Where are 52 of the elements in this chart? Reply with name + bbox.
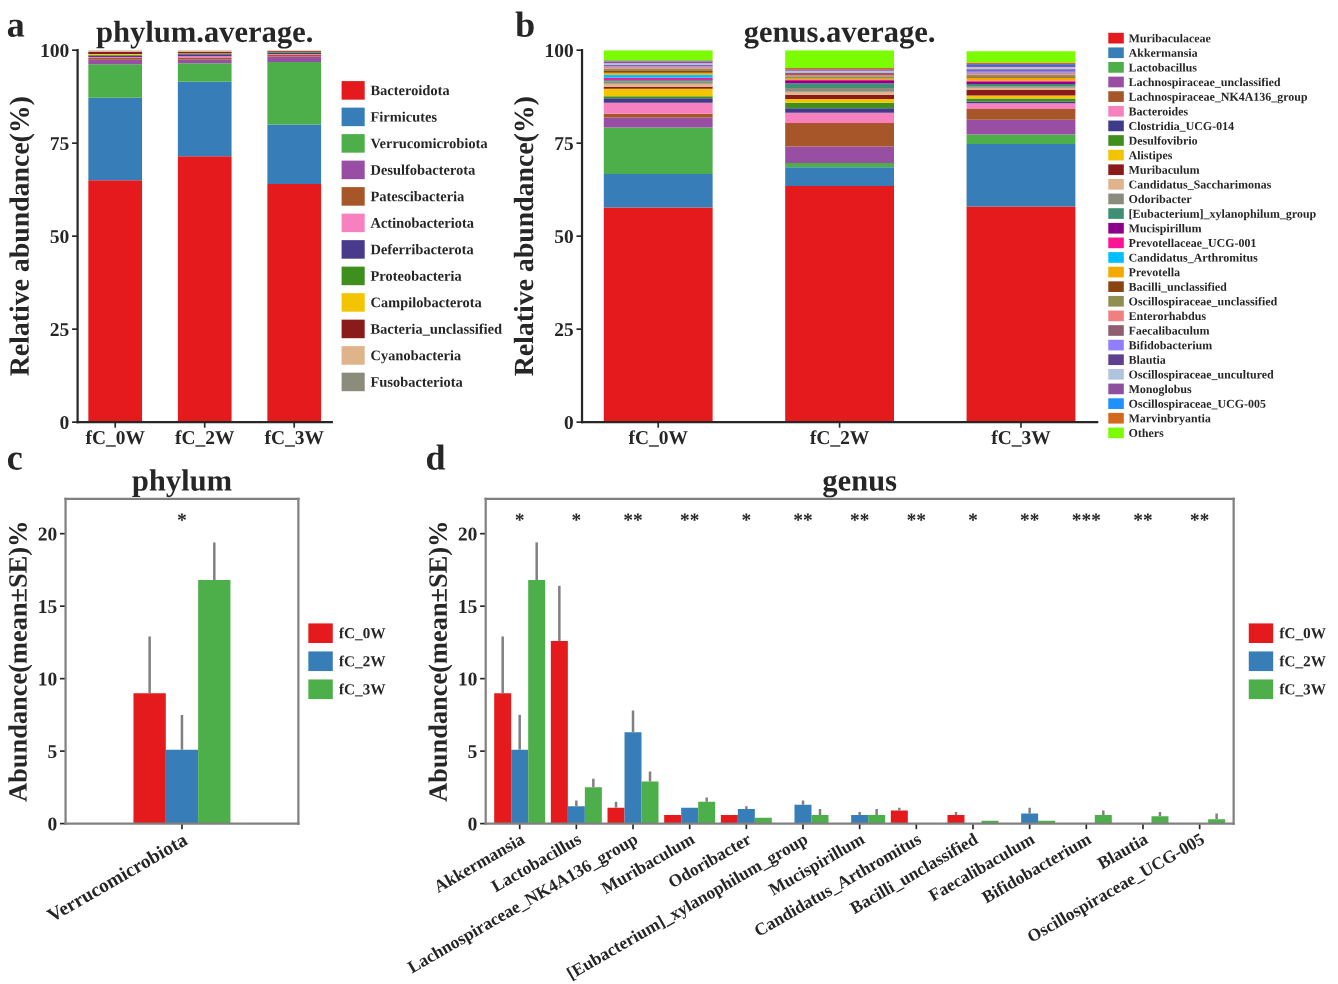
text: d <box>426 444 446 470</box>
y-tick-label: 15 <box>459 600 477 614</box>
y-tick-label: 0 <box>468 817 477 831</box>
y-tick-label: 10 <box>459 672 477 686</box>
y-tick-label: 0 <box>48 817 57 831</box>
chart-title: genus <box>823 474 897 498</box>
y-tick-label: 5 <box>468 745 477 759</box>
y-tick-label: 75 <box>555 137 573 151</box>
x-tick-label: fC_0W <box>628 430 688 447</box>
annotation: ** <box>907 513 926 521</box>
x-tick-label: fC_2W <box>175 430 235 447</box>
chart-title: phylum <box>132 469 232 498</box>
annotation: ** <box>1134 513 1152 521</box>
y-tick-label: 5 <box>48 745 57 759</box>
y-tick-label: 0 <box>564 415 573 430</box>
annotation: ** <box>680 513 699 521</box>
y-tick-label: 20 <box>458 527 477 541</box>
y-tick-label: 100 <box>546 44 573 58</box>
annotation: * <box>515 513 524 521</box>
y-tick-label: 15 <box>39 600 57 614</box>
chart-title: phylum.average. <box>96 20 313 49</box>
y-tick-label: 25 <box>50 323 69 337</box>
x-tick-label: fC_3W <box>264 430 324 447</box>
y-tick-label: 50 <box>555 229 573 244</box>
x-tick-label: fC_3W <box>991 430 1051 447</box>
y-tick-label: 10 <box>39 672 57 686</box>
y-tick-label: 25 <box>555 323 573 337</box>
annotation: * <box>742 513 751 521</box>
y-tick-label: 100 <box>41 44 69 58</box>
x-tick-label: fC_2W <box>810 430 869 447</box>
annotation: * <box>177 513 187 521</box>
annotation: *** <box>1072 513 1101 521</box>
y-axis-title: Relative abundance(%) <box>513 97 539 376</box>
annotation: * <box>968 513 978 521</box>
text: b <box>515 11 534 37</box>
y-tick-label: 0 <box>60 415 69 430</box>
annotation: ** <box>850 513 869 521</box>
y-tick-label: 50 <box>50 229 69 244</box>
y-axis-title: Abundance(mean±SE)% <box>428 523 453 802</box>
y-axis-title: Abundance(mean±SE)% <box>8 523 33 802</box>
annotation: ** <box>1190 513 1209 521</box>
text: c <box>7 452 22 470</box>
x-tick-label: fC_0W <box>85 430 145 447</box>
annotation: ** <box>624 513 642 521</box>
y-axis-title: Relative abundance(%) <box>9 97 35 376</box>
annotation: * <box>572 513 581 521</box>
annotation: ** <box>1020 513 1039 521</box>
annotation: ** <box>794 513 812 521</box>
y-tick-label: 75 <box>50 137 69 151</box>
chart-title: genus.average. <box>744 26 935 49</box>
y-tick-label: 20 <box>38 527 57 541</box>
text: a <box>7 19 25 37</box>
